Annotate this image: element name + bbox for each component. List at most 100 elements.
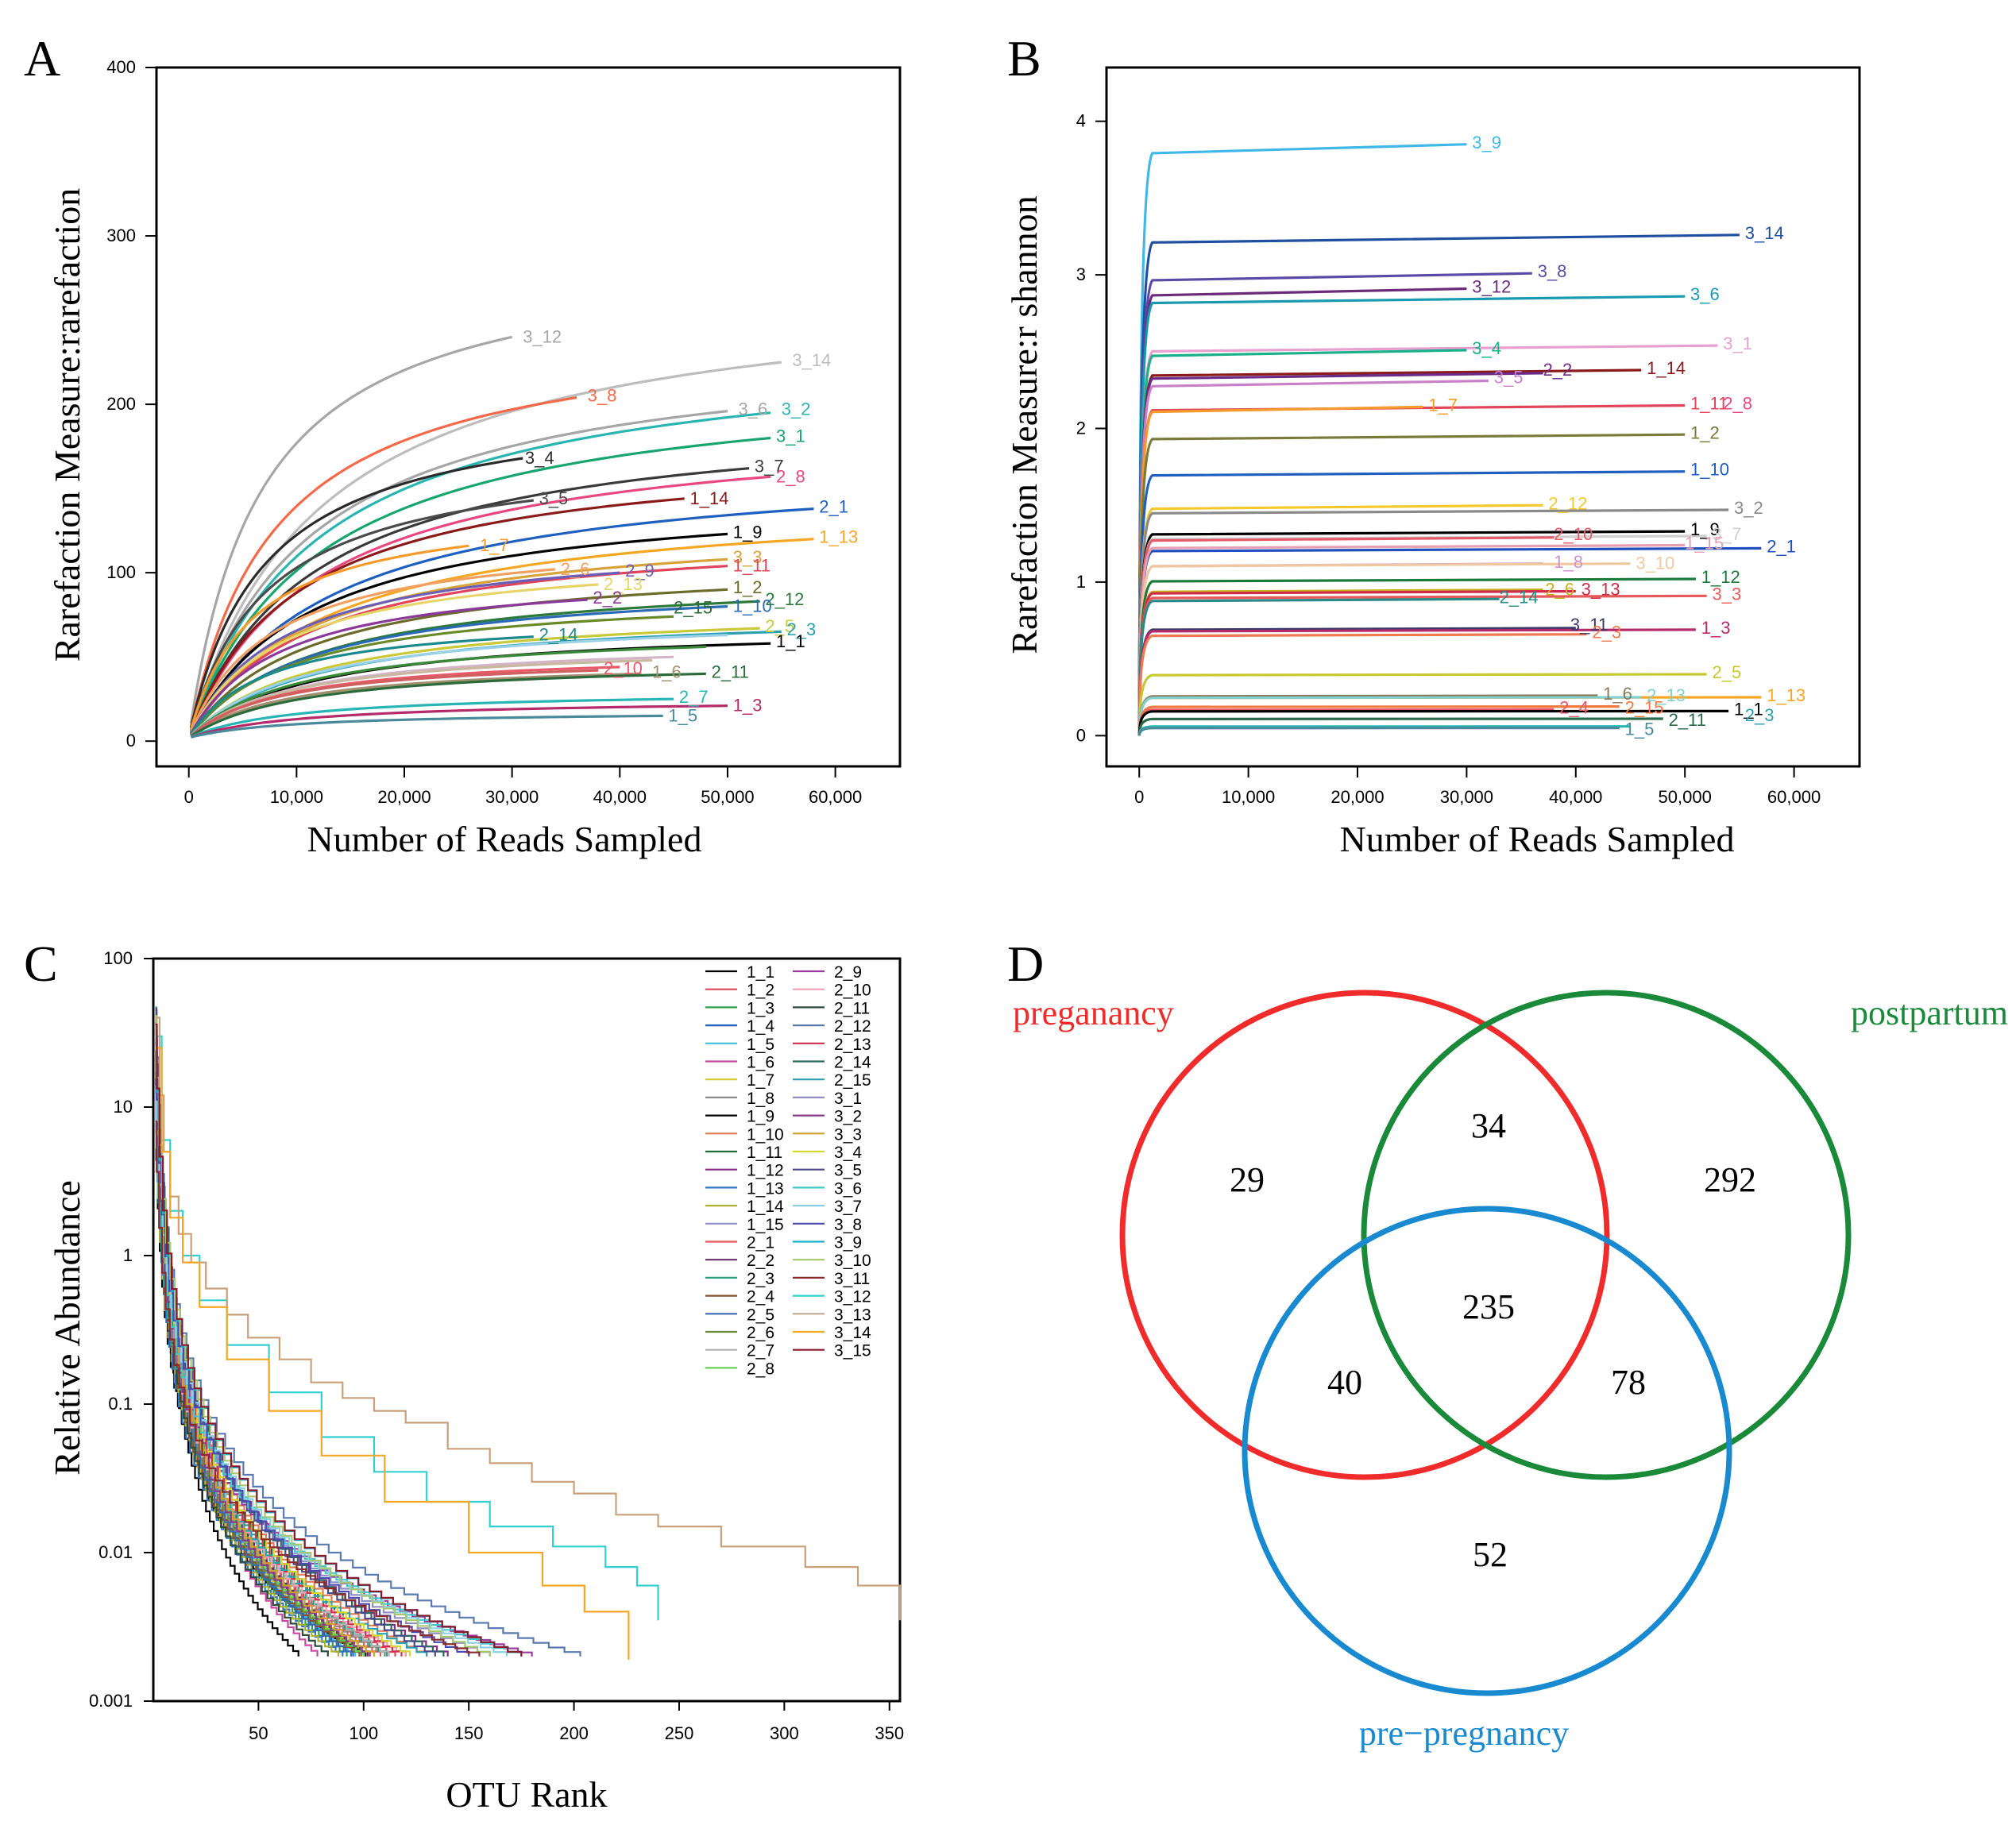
panel-a-line-label: 2_10 (604, 658, 643, 678)
panel-a-y-axis-title: Rarefaction Measure:rarefaction (47, 188, 87, 662)
panel-c-legend-label: 3_14 (834, 1324, 871, 1342)
panel-c-legend-label: 2_2 (747, 1252, 774, 1270)
panel-b-line-label: 2_14 (1500, 587, 1539, 607)
panel-a-line-label: 2_12 (765, 589, 804, 609)
panel-c-y-tick-label: 0.001 (89, 1691, 133, 1711)
panel-b-line-label: 2_15 (1625, 698, 1664, 718)
panel-c-y-tick-label: 100 (103, 948, 133, 968)
panel-c-legend-label: 2_4 (747, 1288, 774, 1306)
panel-b-y-tick-label: 0 (1076, 725, 1086, 745)
panel-a-series-line-1_7 (189, 544, 469, 731)
panel-b-line-label: 1_15 (1685, 534, 1724, 554)
panel-a-line-label: 3_2 (782, 399, 811, 419)
panel-b-line-label: 2_3 (1745, 705, 1775, 725)
panel-b-line-label: 2_13 (1647, 685, 1686, 705)
panel-b-line-label: 1_1 (1734, 699, 1763, 719)
panel-b-line-label: 1_11 (1690, 394, 1728, 414)
panel-a-line-label: 3_5 (539, 488, 569, 508)
panel-a-y-tick-label: 100 (106, 562, 136, 582)
panel-a-line-label: 1_5 (668, 705, 697, 725)
panel-a-line-label: 3_7 (755, 457, 784, 477)
panel-a-line-label: 2_15 (674, 598, 713, 618)
panel-b-series-line-1_7 (1137, 405, 1423, 736)
panel-a-line-label: 1_6 (652, 662, 682, 681)
panel-c-x-tick-label: 100 (349, 1723, 378, 1743)
panel-a-line-label: 2_14 (539, 625, 578, 645)
panel-b-line-label: 3_9 (1472, 133, 1501, 152)
panel-b-line-label: 2_8 (1723, 394, 1752, 414)
panel-b-line-label: 2_4 (1559, 698, 1589, 718)
panel-a-series-line-1_15 (190, 634, 728, 737)
panel-a-line-label: 2_13 (604, 574, 643, 594)
panel-a-series-line-3_4 (189, 457, 523, 729)
panel-b-series-line-2_2 (1137, 372, 1543, 736)
panel-c-legend-label: 2_3 (747, 1270, 774, 1288)
panel-c-x-axis-title: OTU Rank (446, 1774, 607, 1815)
panel-c-legend-label: 2_12 (834, 1017, 871, 1036)
panel-a-line-label: 2_9 (625, 561, 655, 581)
venn-circle-postpartum (1361, 990, 1852, 1480)
panel-b-line-label: 3_14 (1745, 223, 1784, 243)
panel-c-legend-label: 1_15 (747, 1216, 784, 1234)
panel-a-series-line-2_8 (189, 475, 771, 733)
panel-a-chart: 0 10,000 20,000 30,000 40,000 50,000 60,000 0 10… (47, 57, 902, 859)
panel-c-x-tick-label: 250 (665, 1723, 694, 1743)
venn-circle-preganancy (1119, 990, 1610, 1480)
panel-a-line-label: 2_1 (819, 496, 848, 516)
panel-a-line-label: 1_2 (733, 577, 763, 597)
panel-c-legend-label: 1_14 (747, 1198, 784, 1216)
panel-b-line-label: 3_11 (1570, 615, 1608, 635)
panel-c-legend-label: 2_8 (747, 1360, 774, 1378)
panel-a-series-line-3_5 (189, 499, 534, 731)
panel-c-legend-label: 2_15 (834, 1071, 871, 1090)
panel-b-x-axis-title: Number of Reads Sampled (1340, 819, 1735, 859)
panel-a-line-label: 1_3 (733, 696, 763, 716)
panel-b-y-tick-label: 2 (1076, 419, 1086, 438)
panel-b-series-line-3_6 (1137, 295, 1686, 736)
panel-a-line-label: 3_3 (733, 547, 763, 567)
panel-b-line-label: 1_13 (1767, 685, 1806, 705)
panel-b-y-tick-label: 4 (1076, 111, 1086, 131)
panel-a-line-label: 2_8 (776, 466, 805, 486)
panel-a-line-label: 1_14 (689, 488, 728, 508)
panel-a-axes: 0 10,000 20,000 30,000 40,000 50,000 60,000 0 10… (106, 57, 862, 807)
panel-b-series-line-3_5 (1137, 379, 1489, 736)
panel-b-line-label: 3_8 (1538, 261, 1567, 281)
panel-c-axes: 50 100 150 200 250 300 350 0.001 0.01 0.1 1 10 100 (89, 948, 904, 1743)
panel-b-y-tick-label: 1 (1076, 572, 1086, 592)
panel-c-chart: 50 100 150 200 250 300 350 0.001 0.01 0.1 1 10 100 1… (47, 948, 904, 1815)
panel-a-line-label: 3_14 (792, 350, 831, 370)
panel-b-y-axis-title: Rarefaction Measure:r shannon (1004, 195, 1045, 654)
panel-c-legend-label: 3_1 (834, 1090, 862, 1108)
panel-a-line-label: 1_9 (733, 522, 763, 542)
panel-b-line-label: 3_4 (1472, 338, 1501, 358)
panel-b-line-label: 1_2 (1690, 422, 1720, 442)
panel-c-y-tick-label: 10 (114, 1097, 133, 1117)
panel-a-series-line-2_7 (190, 697, 674, 739)
panel-c-series (155, 1006, 902, 1660)
panel-a-x-tick-label: 60,000 (809, 787, 862, 807)
panel-c-legend-label: 1_2 (747, 982, 774, 1000)
panel-c-legend-label: 2_13 (834, 1036, 871, 1054)
panel-c-legend-label: 2_5 (747, 1306, 774, 1324)
panel-a-series-line-3_14 (189, 361, 782, 731)
panel-letter-b: B (1007, 30, 1041, 87)
panel-b-series-line-2_4 (1137, 708, 1554, 736)
panel-c-legend-label: 1_12 (747, 1162, 784, 1180)
panel-a-line-label: 1_1 (776, 631, 805, 651)
panel-c-legend-label: 1_13 (747, 1179, 784, 1198)
panel-a-line-label: 3_4 (525, 448, 554, 468)
venn-count-postpartum-only: 292 (1704, 1160, 1756, 1199)
panel-c-legend-label: 1_7 (747, 1071, 774, 1090)
panel-c-legend-label: 3_11 (834, 1270, 870, 1288)
panel-a-series-line-1_2 (190, 588, 728, 735)
panel-a-series (189, 335, 814, 739)
panel-d-venn: preganancy postpartum pre−pregnancy 29 3… (1013, 990, 2008, 1753)
panel-c-legend-label: 3_13 (834, 1306, 871, 1324)
panel-a-series-line-3_1 (189, 436, 771, 732)
panel-a-x-axis-title: Number of Reads Sampled (307, 819, 702, 859)
panel-b-series-line-3_3 (1137, 594, 1707, 736)
venn-label-pre-pregnancy: pre−pregnancy (1359, 1714, 1569, 1753)
panel-b-chart: 0 10,000 20,000 30,000 40,000 50,000 60,000 0 1 2… (1004, 66, 1861, 859)
